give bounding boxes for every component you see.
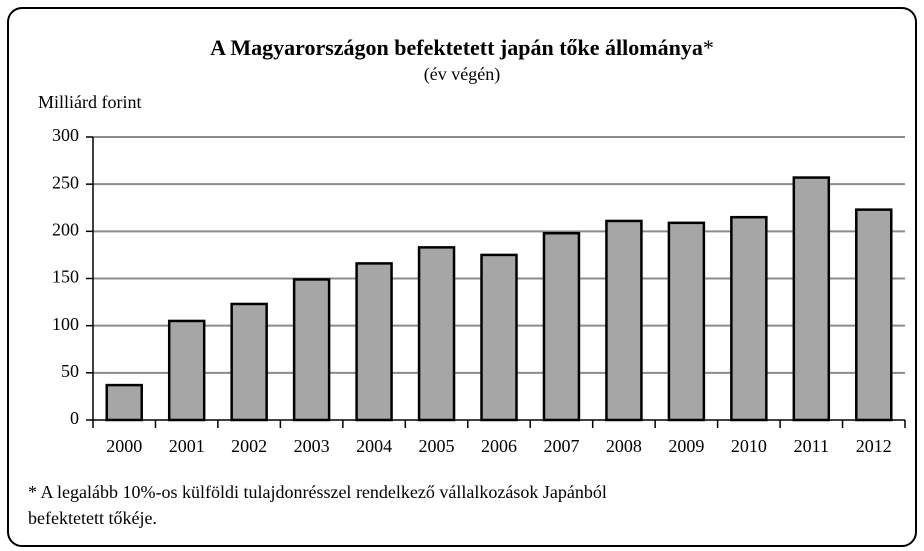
x-tick-label: 2010 — [731, 436, 767, 456]
y-tick-label: 0 — [70, 408, 79, 428]
chart-subtitle: (év végén) — [424, 64, 500, 85]
x-tick-label: 2007 — [543, 436, 579, 456]
bar — [605, 219, 643, 422]
x-tick-label: 2008 — [606, 436, 642, 456]
bar — [855, 208, 893, 422]
bar — [542, 231, 581, 422]
y-tick-label: 250 — [52, 172, 79, 192]
bar — [730, 215, 768, 422]
x-tick-label: 2003 — [294, 436, 330, 456]
frame — [7, 7, 917, 547]
x-tick-label: 2000 — [106, 436, 142, 456]
x-tick-label: 2005 — [419, 436, 455, 456]
x-tick-label: 2002 — [231, 436, 267, 456]
y-tick-label: 300 — [52, 125, 79, 145]
bar — [355, 262, 393, 422]
x-tick-label: 2011 — [794, 436, 829, 456]
bar — [167, 319, 206, 422]
x-tick-label: 2006 — [481, 436, 517, 456]
y-tick-label: 150 — [52, 267, 79, 287]
x-tick-label: 2009 — [668, 436, 704, 456]
footnote-line: * A legalább 10%-os külföldi tulajdonrés… — [28, 482, 607, 502]
x-tick-label: 2001 — [169, 436, 205, 456]
y-axis-label: Milliárd forint — [38, 92, 141, 112]
bar — [292, 278, 331, 422]
chart-title-group: A Magyarországon befektetett japán tőke … — [210, 35, 714, 60]
title-marker: * — [703, 35, 714, 60]
y-tick-label: 100 — [52, 314, 79, 334]
bar — [105, 383, 143, 422]
bar — [417, 246, 456, 422]
y-tick-label: 200 — [52, 219, 79, 239]
bar — [792, 176, 831, 422]
bar — [480, 253, 518, 422]
bar — [230, 302, 268, 422]
x-tick-label: 2004 — [356, 436, 392, 456]
x-tick-label: 2012 — [856, 436, 892, 456]
y-tick-label: 50 — [61, 361, 79, 381]
bar — [667, 221, 706, 422]
footnote-line: befektetett tőkéje. — [28, 508, 157, 528]
chart-title: A Magyarországon befektetett japán tőke … — [210, 35, 703, 60]
